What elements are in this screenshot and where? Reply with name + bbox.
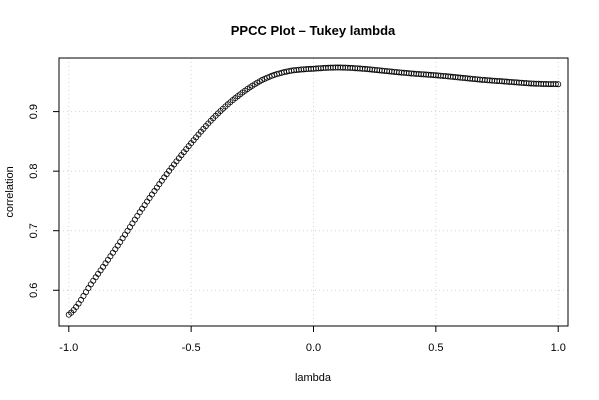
data-points [65,64,562,318]
x-axis: -1.0 -0.5 0.0 0.5 1.0 [59,325,566,354]
data-point [552,81,559,88]
data-point [136,209,143,216]
x-tick-label: -0.5 [182,342,201,354]
grid-layer [59,58,568,326]
data-point [122,231,129,238]
data-point [129,220,136,227]
data-point [78,296,85,303]
data-point [85,285,92,292]
data-point [117,238,124,245]
data-point [126,224,133,231]
data-point [555,81,562,88]
data-point [119,235,126,242]
y-axis-label: correlation [4,166,16,217]
x-tick-label: 1.0 [551,342,566,354]
data-point [112,246,119,253]
chart-title: PPCC Plot – Tukey lambda [231,23,396,38]
data-point [114,242,121,249]
data-point [131,216,138,223]
data-point [87,281,94,288]
x-tick-label: -1.0 [59,342,78,354]
x-tick-label: 0.5 [428,342,443,354]
data-point [134,212,141,219]
y-tick-label: 0.9 [28,104,40,119]
y-tick-label: 0.8 [28,164,40,179]
y-axis: 0.6 0.7 0.8 0.9 [28,104,60,298]
data-point [139,205,146,212]
x-axis-label: lambda [295,372,332,384]
y-tick-label: 0.6 [28,283,40,298]
x-tick-label: 0.0 [306,342,321,354]
y-tick-label: 0.7 [28,223,40,238]
